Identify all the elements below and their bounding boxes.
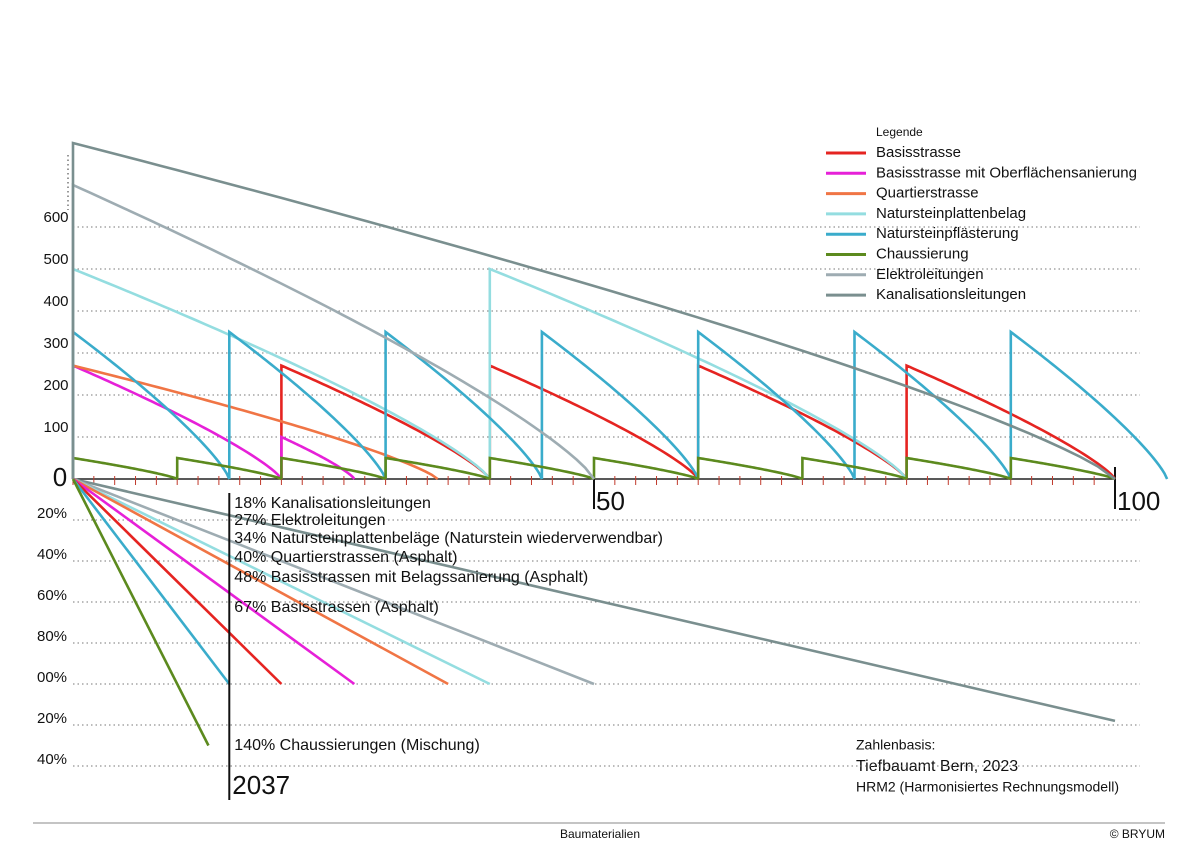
segment <box>71 363 439 481</box>
segment <box>696 456 803 481</box>
legend-label: Basisstrasse mit Oberflächensanierung <box>876 164 1137 181</box>
source-line: Tiefbauamt Bern, 2023 <box>856 758 1018 775</box>
legend-label: Chaussierung <box>876 245 969 262</box>
line <box>72 477 449 686</box>
y-tick-label: 200 <box>43 377 68 394</box>
line <box>71 478 210 747</box>
y-tick-label: 80% <box>37 628 67 645</box>
segment <box>696 329 856 480</box>
y-tick-label: 100 <box>43 419 68 436</box>
y-tick-label: 00% <box>37 669 67 686</box>
legend-title: Legende <box>876 125 923 139</box>
line <box>72 477 491 686</box>
line <box>72 477 356 686</box>
segment <box>1009 329 1169 480</box>
segment <box>71 182 596 480</box>
line <box>72 478 283 685</box>
legend-label: Natursteinplattenbelag <box>876 205 1026 222</box>
marker-label: 2037 <box>232 770 290 800</box>
y-tick-label: 20% <box>37 505 67 522</box>
segment <box>280 456 387 481</box>
annotation: 34% Natursteinplattenbeläge (Naturstein … <box>234 530 663 547</box>
segment <box>488 456 595 481</box>
legend-label: Basisstrasse <box>876 144 961 161</box>
annotation: 48% Basisstrassen mit Belagssanierung (A… <box>234 569 588 586</box>
copyright: © BRYUM <box>1110 827 1165 841</box>
y-tick-label: 60% <box>37 587 67 604</box>
segment <box>71 267 491 480</box>
legend-label: Natursteinpflästerung <box>876 225 1019 242</box>
y-tick-label: 400 <box>43 293 68 310</box>
segment <box>71 456 178 481</box>
segment <box>905 363 1117 480</box>
line <box>71 478 231 685</box>
line <box>72 477 1116 723</box>
annotation: 27% Elektroleitungen <box>234 512 385 529</box>
y-tick-label: 20% <box>37 710 67 727</box>
segment <box>280 363 491 480</box>
x-tick-label: 50 <box>596 486 625 516</box>
segment <box>71 141 1116 481</box>
segment <box>696 363 908 480</box>
segment <box>228 329 387 480</box>
legend-label: Quartierstrasse <box>876 185 979 202</box>
segment <box>488 363 700 480</box>
footer-title: Baumaterialien <box>560 827 640 841</box>
y-tick-label: 0 <box>53 462 67 492</box>
segment <box>1009 456 1116 481</box>
y-tick-label: 300 <box>43 335 68 352</box>
annotation: 140% Chaussierungen (Mischung) <box>234 737 479 754</box>
y-tick-label: 40% <box>37 751 67 768</box>
legend-label: Kanalisationsleitungen <box>876 286 1026 303</box>
segment <box>905 456 1012 481</box>
segment <box>853 329 1012 480</box>
annotation: 67% Basisstrassen (Asphalt) <box>234 599 439 616</box>
segment <box>175 456 282 481</box>
segment <box>71 329 231 480</box>
annotation: 40% Quartierstrassen (Asphalt) <box>234 549 457 566</box>
segment <box>801 456 908 481</box>
source-line: Zahlenbasis: <box>856 737 935 753</box>
y-tick-label: 500 <box>43 251 68 268</box>
line <box>72 477 595 686</box>
legend-label: Elektroleitungen <box>876 266 984 283</box>
segment <box>280 434 356 480</box>
segment <box>592 456 699 481</box>
y-tick-label: 600 <box>43 209 68 226</box>
source-line: HRM2 (Harmonisiertes Rechnungsmodell) <box>856 779 1119 795</box>
x-tick-label: 100 <box>1117 486 1160 516</box>
segment <box>71 363 283 480</box>
y-tick-label: 40% <box>37 546 67 563</box>
segment <box>488 267 908 480</box>
segment <box>384 456 491 481</box>
segment <box>540 329 700 480</box>
annotation: 18% Kanalisationsleitungen <box>234 495 431 512</box>
